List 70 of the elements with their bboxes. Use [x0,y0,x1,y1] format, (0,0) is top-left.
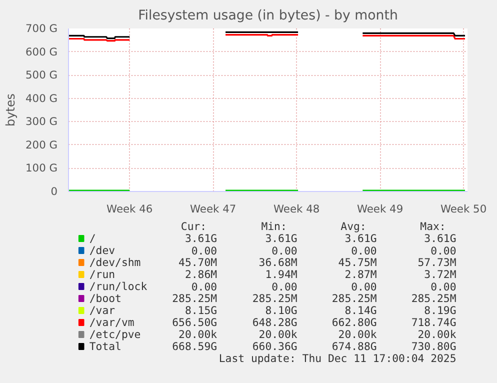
text: 0.00 [351,280,377,294]
text: 0.00 [351,244,377,258]
y-tick-label: 100 G [26,162,58,175]
text: 656.50G [172,316,218,329]
text: 662.80G [332,316,377,329]
chart-title: Filesystem usage (in bytes) - by month [138,8,398,24]
text: 0.00 [430,280,456,294]
text: 668.59G [172,340,218,353]
text: 3.61G [184,232,218,245]
text: 660.36G [252,340,298,353]
text: 1.94M [265,268,298,281]
text: 20.00k [338,328,378,341]
legend-label: Total [89,340,122,353]
legend-label: /var/vm [89,316,134,329]
text: 0.00 [430,244,456,258]
text: 285.25M [172,292,218,305]
text: 0.00 [191,244,218,258]
text: Last update: Thu Dec 11 17:00:04 2025 [218,352,456,365]
text: 730.80G [411,340,456,353]
x-tick-label: Week 48 [274,202,320,216]
y-tick-label: 0 [50,185,58,198]
legend-label: /dev/shm [89,256,141,269]
text: 2.87M [344,268,377,281]
text: 285.25M [332,292,377,305]
text: 57.73M [418,256,456,269]
text: 2.86M [184,268,218,281]
legend-label: /etc/pve [89,328,141,341]
x-tick-label: Week 47 [190,202,236,216]
y-tick-label: 700 G [26,22,58,35]
text: 3.72M [424,268,456,281]
text: 3.61G [344,232,377,245]
text: Cur: [180,220,207,233]
text: 3.61G [424,232,456,245]
y-tick-label: 600 G [26,45,58,58]
text: 45.75M [338,256,377,269]
text: 8.19G [424,304,456,317]
y-tick-label: 200 G [26,138,58,152]
text: 674.88G [332,340,377,353]
text: Min: [261,220,287,233]
y-tick-label: 300 G [26,115,58,128]
text: 8.14G [344,304,377,317]
legend-label: / [89,232,96,245]
text: 20.00k [418,328,457,341]
text: Max: [420,220,446,233]
text: 20.00k [178,328,218,341]
y-tick-label: 400 G [26,92,58,105]
text: 648.28G [252,316,298,329]
text: 8.10G [265,304,298,317]
text: 8.15G [184,304,218,317]
text: 285.25M [411,292,456,305]
text: 0.00 [272,244,298,258]
text: 0.00 [272,280,298,294]
text: 285.25M [252,292,298,305]
x-tick-label: Week 46 [106,202,153,216]
y-tick-label: 500 G [26,68,58,82]
legend-label: /run [89,268,116,281]
x-tick-label: Week 50 [440,202,487,216]
legend-label: /boot [89,292,122,305]
legend-label: /var [89,304,116,317]
x-tick-label: Week 49 [356,202,404,216]
y-axis-title: bytes [4,93,18,127]
legend-label: /dev [89,244,116,257]
text: 36.68M [258,256,298,269]
text: 0.00 [191,280,218,294]
legend-label: /run/lock [89,280,148,293]
text: 718.74G [411,316,456,329]
text: 3.61G [265,232,298,245]
text: 20.00k [258,328,298,341]
text: Avg: [340,220,366,233]
text: 45.70M [178,256,218,269]
